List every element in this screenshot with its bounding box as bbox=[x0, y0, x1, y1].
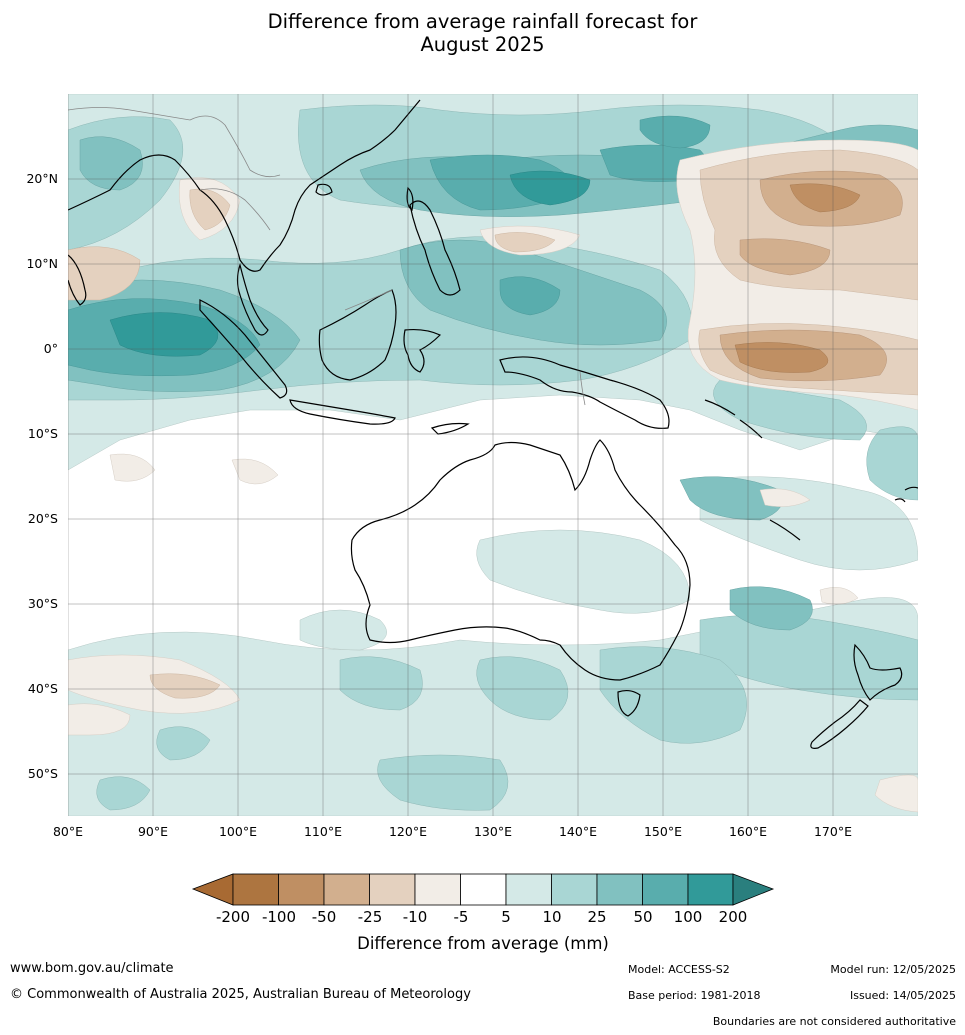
lon-label: 110°E bbox=[304, 824, 342, 839]
lon-label: 140°E bbox=[559, 824, 597, 839]
anomaly-100-200mm bbox=[109, 170, 591, 357]
coastlines bbox=[68, 99, 918, 749]
new-guinea-coast bbox=[499, 356, 670, 429]
anomaly-minus-50-100mm bbox=[734, 183, 861, 373]
solomon-islands bbox=[704, 399, 763, 439]
colorbar-tick: -50 bbox=[312, 908, 337, 926]
tasmania-coast bbox=[617, 689, 641, 717]
chart-title: Difference from average rainfall forecas… bbox=[0, 10, 965, 56]
lon-label: 90°E bbox=[138, 824, 168, 839]
graticule bbox=[68, 94, 918, 816]
copyright-text: © Commonwealth of Australia 2025, Austra… bbox=[10, 987, 471, 1002]
colorbar-extend-wet bbox=[732, 873, 775, 906]
lat-label: 10°N bbox=[26, 256, 58, 271]
hainan-coast bbox=[315, 183, 333, 196]
colorbar-swatch bbox=[687, 873, 734, 906]
colorbar-tick: 200 bbox=[719, 908, 748, 926]
fiji-islands bbox=[894, 486, 918, 503]
australia-coast bbox=[350, 439, 691, 681]
country-borders bbox=[68, 107, 586, 406]
new-zealand-south bbox=[810, 699, 869, 749]
colorbar-tick: -100 bbox=[262, 908, 296, 926]
new-zealand-north bbox=[853, 643, 903, 701]
new-caledonia bbox=[769, 519, 801, 541]
java-coast bbox=[289, 399, 396, 425]
lat-label: 10°S bbox=[28, 426, 58, 441]
colorbar-title: Difference from average (mm) bbox=[357, 934, 609, 953]
colorbar-tick: 10 bbox=[542, 908, 561, 926]
boundaries-disclaimer: Boundaries are not considered authoritat… bbox=[712, 1015, 956, 1028]
map-area bbox=[68, 94, 918, 816]
colorbar-tick: 25 bbox=[587, 908, 606, 926]
model-run-date: Model run: 12/05/2025 bbox=[830, 963, 956, 976]
colorbar-swatch bbox=[460, 873, 507, 906]
malay-peninsula-coast bbox=[236, 262, 269, 336]
colorbar-tick: -200 bbox=[216, 908, 250, 926]
sumatra-coast bbox=[199, 299, 288, 399]
colorbar-tick: -5 bbox=[454, 908, 469, 926]
colorbar-swatch bbox=[414, 873, 461, 906]
colorbar-tick: 50 bbox=[633, 908, 652, 926]
website-link[interactable]: www.bom.gov.au/climate bbox=[10, 961, 174, 976]
colorbar-swatch bbox=[232, 873, 279, 906]
model-name: Model: ACCESS-S2 bbox=[628, 963, 730, 976]
philippines-coast bbox=[409, 200, 461, 296]
colorbar-swatch bbox=[551, 873, 598, 906]
lat-label: 0° bbox=[44, 341, 58, 356]
title-line-2: August 2025 bbox=[420, 33, 545, 56]
issued-date: Issued: 14/05/2025 bbox=[849, 989, 956, 1002]
lat-label: 20°S bbox=[28, 511, 58, 526]
colorbar-extend-dry bbox=[191, 873, 234, 906]
lon-label: 160°E bbox=[729, 824, 767, 839]
lon-label: 170°E bbox=[814, 824, 852, 839]
colorbar-swatch bbox=[278, 873, 325, 906]
borneo-coast bbox=[318, 289, 397, 381]
lat-label: 50°S bbox=[28, 766, 58, 781]
lon-label: 80°E bbox=[53, 824, 83, 839]
latitude-labels: 20°N 10°N 0° 10°S 20°S 30°S 40°S 50°S bbox=[26, 171, 58, 781]
colorbar-swatch bbox=[323, 873, 370, 906]
colorbar-swatch bbox=[642, 873, 689, 906]
lat-label: 20°N bbox=[26, 171, 58, 186]
lon-label: 120°E bbox=[389, 824, 427, 839]
mainland-asia-coast bbox=[68, 99, 421, 272]
lon-label: 100°E bbox=[219, 824, 257, 839]
lat-label: 40°S bbox=[28, 681, 58, 696]
colorbar-legend bbox=[191, 873, 775, 906]
base-period: Base period: 1981-2018 bbox=[628, 989, 761, 1002]
longitude-labels: 80°E 90°E 100°E 110°E 120°E 130°E 140°E … bbox=[53, 824, 852, 839]
colorbar-tick: 100 bbox=[674, 908, 703, 926]
colorbar-ticks: -200 -100 -50 -25 -10 -5 5 10 25 50 100 … bbox=[216, 908, 747, 926]
colorbar-swatch bbox=[505, 873, 552, 906]
colorbar-swatch bbox=[596, 873, 643, 906]
colorbar-tick: -25 bbox=[358, 908, 383, 926]
sulawesi-coast bbox=[403, 328, 442, 373]
india-coast bbox=[68, 254, 87, 306]
lat-label: 30°S bbox=[28, 596, 58, 611]
colorbar-tick: -10 bbox=[403, 908, 428, 926]
lon-label: 130°E bbox=[474, 824, 512, 839]
title-line-1: Difference from average rainfall forecas… bbox=[267, 10, 698, 33]
timor-coast bbox=[430, 422, 470, 435]
colorbar-tick: 5 bbox=[501, 908, 511, 926]
colorbar-swatch bbox=[369, 873, 416, 906]
lon-label: 150°E bbox=[644, 824, 682, 839]
taiwan-coast bbox=[406, 186, 414, 212]
